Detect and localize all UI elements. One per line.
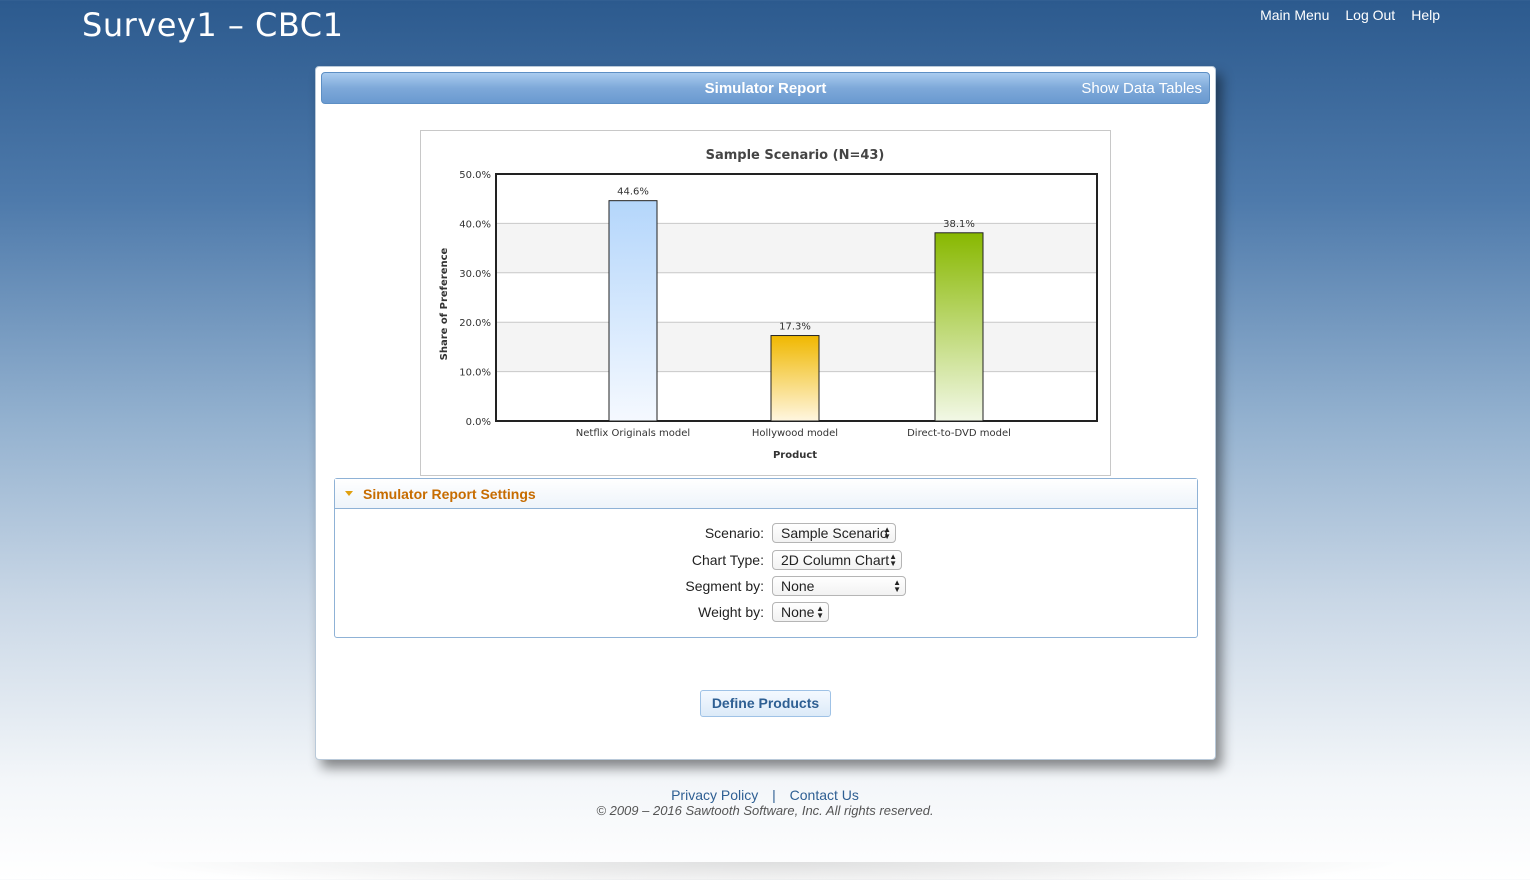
weight-by-value: None <box>781 604 815 620</box>
select-arrows-icon: ▲ ▼ <box>893 578 901 594</box>
help-link[interactable]: Help <box>1411 7 1440 23</box>
top-nav: Main Menu Log Out Help <box>1260 7 1440 23</box>
y-tick-label: 30.0% <box>459 269 491 280</box>
contact-us-link[interactable]: Contact Us <box>789 787 859 803</box>
segment-by-select[interactable]: None ▲ ▼ <box>772 576 906 596</box>
copyright: © 2009 – 2016 Sawtooth Software, Inc. Al… <box>596 803 934 818</box>
weight-by-select[interactable]: None ▲ ▼ <box>772 602 829 622</box>
select-arrows-icon: ▲ ▼ <box>816 604 824 620</box>
select-arrows-icon: ▲ ▼ <box>889 552 897 568</box>
weight-by-row: Weight by: None ▲ ▼ <box>335 601 1197 623</box>
y-tick-label: 50.0% <box>459 170 491 181</box>
y-tick-label: 20.0% <box>459 318 491 329</box>
chart-container: 0.0% 10.0% 20.0% 30.0% 40.0% 50.0% 44.6% 17.3%… <box>420 130 1111 476</box>
x-tick-label: Hollywood model <box>752 428 838 439</box>
main-menu-link[interactable]: Main Menu <box>1260 7 1330 23</box>
define-products-button[interactable]: Define Products <box>700 690 831 717</box>
collapse-triangle-icon <box>345 491 353 496</box>
grid-band <box>496 223 1097 273</box>
show-data-tables-link[interactable]: Show Data Tables <box>1081 80 1202 97</box>
settings-toggle[interactable]: Simulator Report Settings <box>335 479 1197 509</box>
weight-by-label: Weight by: <box>698 604 764 620</box>
bar[interactable] <box>770 335 820 422</box>
share-of-preference-chart: 0.0% 10.0% 20.0% 30.0% 40.0% 50.0% 44.6% 17.3%… <box>439 148 1098 461</box>
privacy-policy-link[interactable]: Privacy Policy <box>671 787 759 803</box>
simulator-report-panel: Simulator Report Show Data Tables 0.0% 10… <box>315 66 1216 760</box>
y-tick-label: 10.0% <box>459 368 491 379</box>
footer-links: Privacy Policy | Contact Us <box>0 787 1530 803</box>
log-out-link[interactable]: Log Out <box>1345 7 1396 23</box>
select-arrows-icon: ▲ ▼ <box>883 525 891 541</box>
app-title: Survey1 – CBC1 <box>82 6 344 44</box>
y-tick-label: 40.0% <box>459 219 491 230</box>
settings-header-label: Simulator Report Settings <box>363 485 536 502</box>
bar[interactable] <box>934 232 984 422</box>
bar-value-label: 17.3% <box>779 322 811 333</box>
y-tick-label: 0.0% <box>466 417 491 428</box>
segment-by-value: None <box>781 578 815 594</box>
x-axis-label: Product <box>773 450 817 461</box>
chart-type-value: 2D Column Chart <box>781 552 890 568</box>
bar-value-label: 38.1% <box>943 219 975 230</box>
panel-header: Simulator Report Show Data Tables <box>321 72 1210 104</box>
x-tick-label: Netflix Originals model <box>576 428 690 439</box>
y-axis-label: Share of Preference <box>439 247 450 360</box>
scenario-value: Sample Scenario <box>781 525 888 541</box>
scenario-select[interactable]: Sample Scenario ▲ ▼ <box>772 523 896 543</box>
bottom-shadow <box>130 862 1410 880</box>
scenario-row: Scenario: Sample Scenario ▲ ▼ <box>335 522 1197 544</box>
simulator-report-settings: Simulator Report Settings Scenario: Samp… <box>334 478 1198 638</box>
chart-type-select[interactable]: 2D Column Chart ▲ ▼ <box>772 550 902 570</box>
footer-separator: | <box>772 787 776 803</box>
panel-title: Simulator Report <box>704 80 827 97</box>
chart-type-label: Chart Type: <box>691 552 764 568</box>
bar[interactable] <box>608 200 658 422</box>
chart-type-row: Chart Type: 2D Column Chart ▲ ▼ <box>335 549 1197 571</box>
scenario-label: Scenario: <box>704 525 764 541</box>
x-tick-label: Direct-to-DVD model <box>907 428 1011 439</box>
segment-by-row: Segment by: None ▲ ▼ <box>335 575 1197 597</box>
segment-by-label: Segment by: <box>685 578 764 594</box>
bar-value-label: 44.6% <box>617 187 649 198</box>
chart-title: Sample Scenario (N=43) <box>706 148 885 163</box>
